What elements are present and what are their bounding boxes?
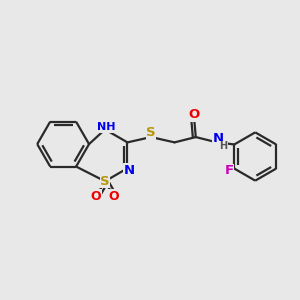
Text: N: N [123,164,134,177]
Text: O: O [189,108,200,121]
Text: S: S [100,175,110,188]
Text: O: O [91,190,101,203]
Text: N: N [213,132,224,145]
Text: O: O [109,190,119,203]
Text: NH: NH [97,122,116,132]
Text: S: S [146,126,156,139]
Text: F: F [224,164,234,177]
Text: H: H [219,142,227,152]
